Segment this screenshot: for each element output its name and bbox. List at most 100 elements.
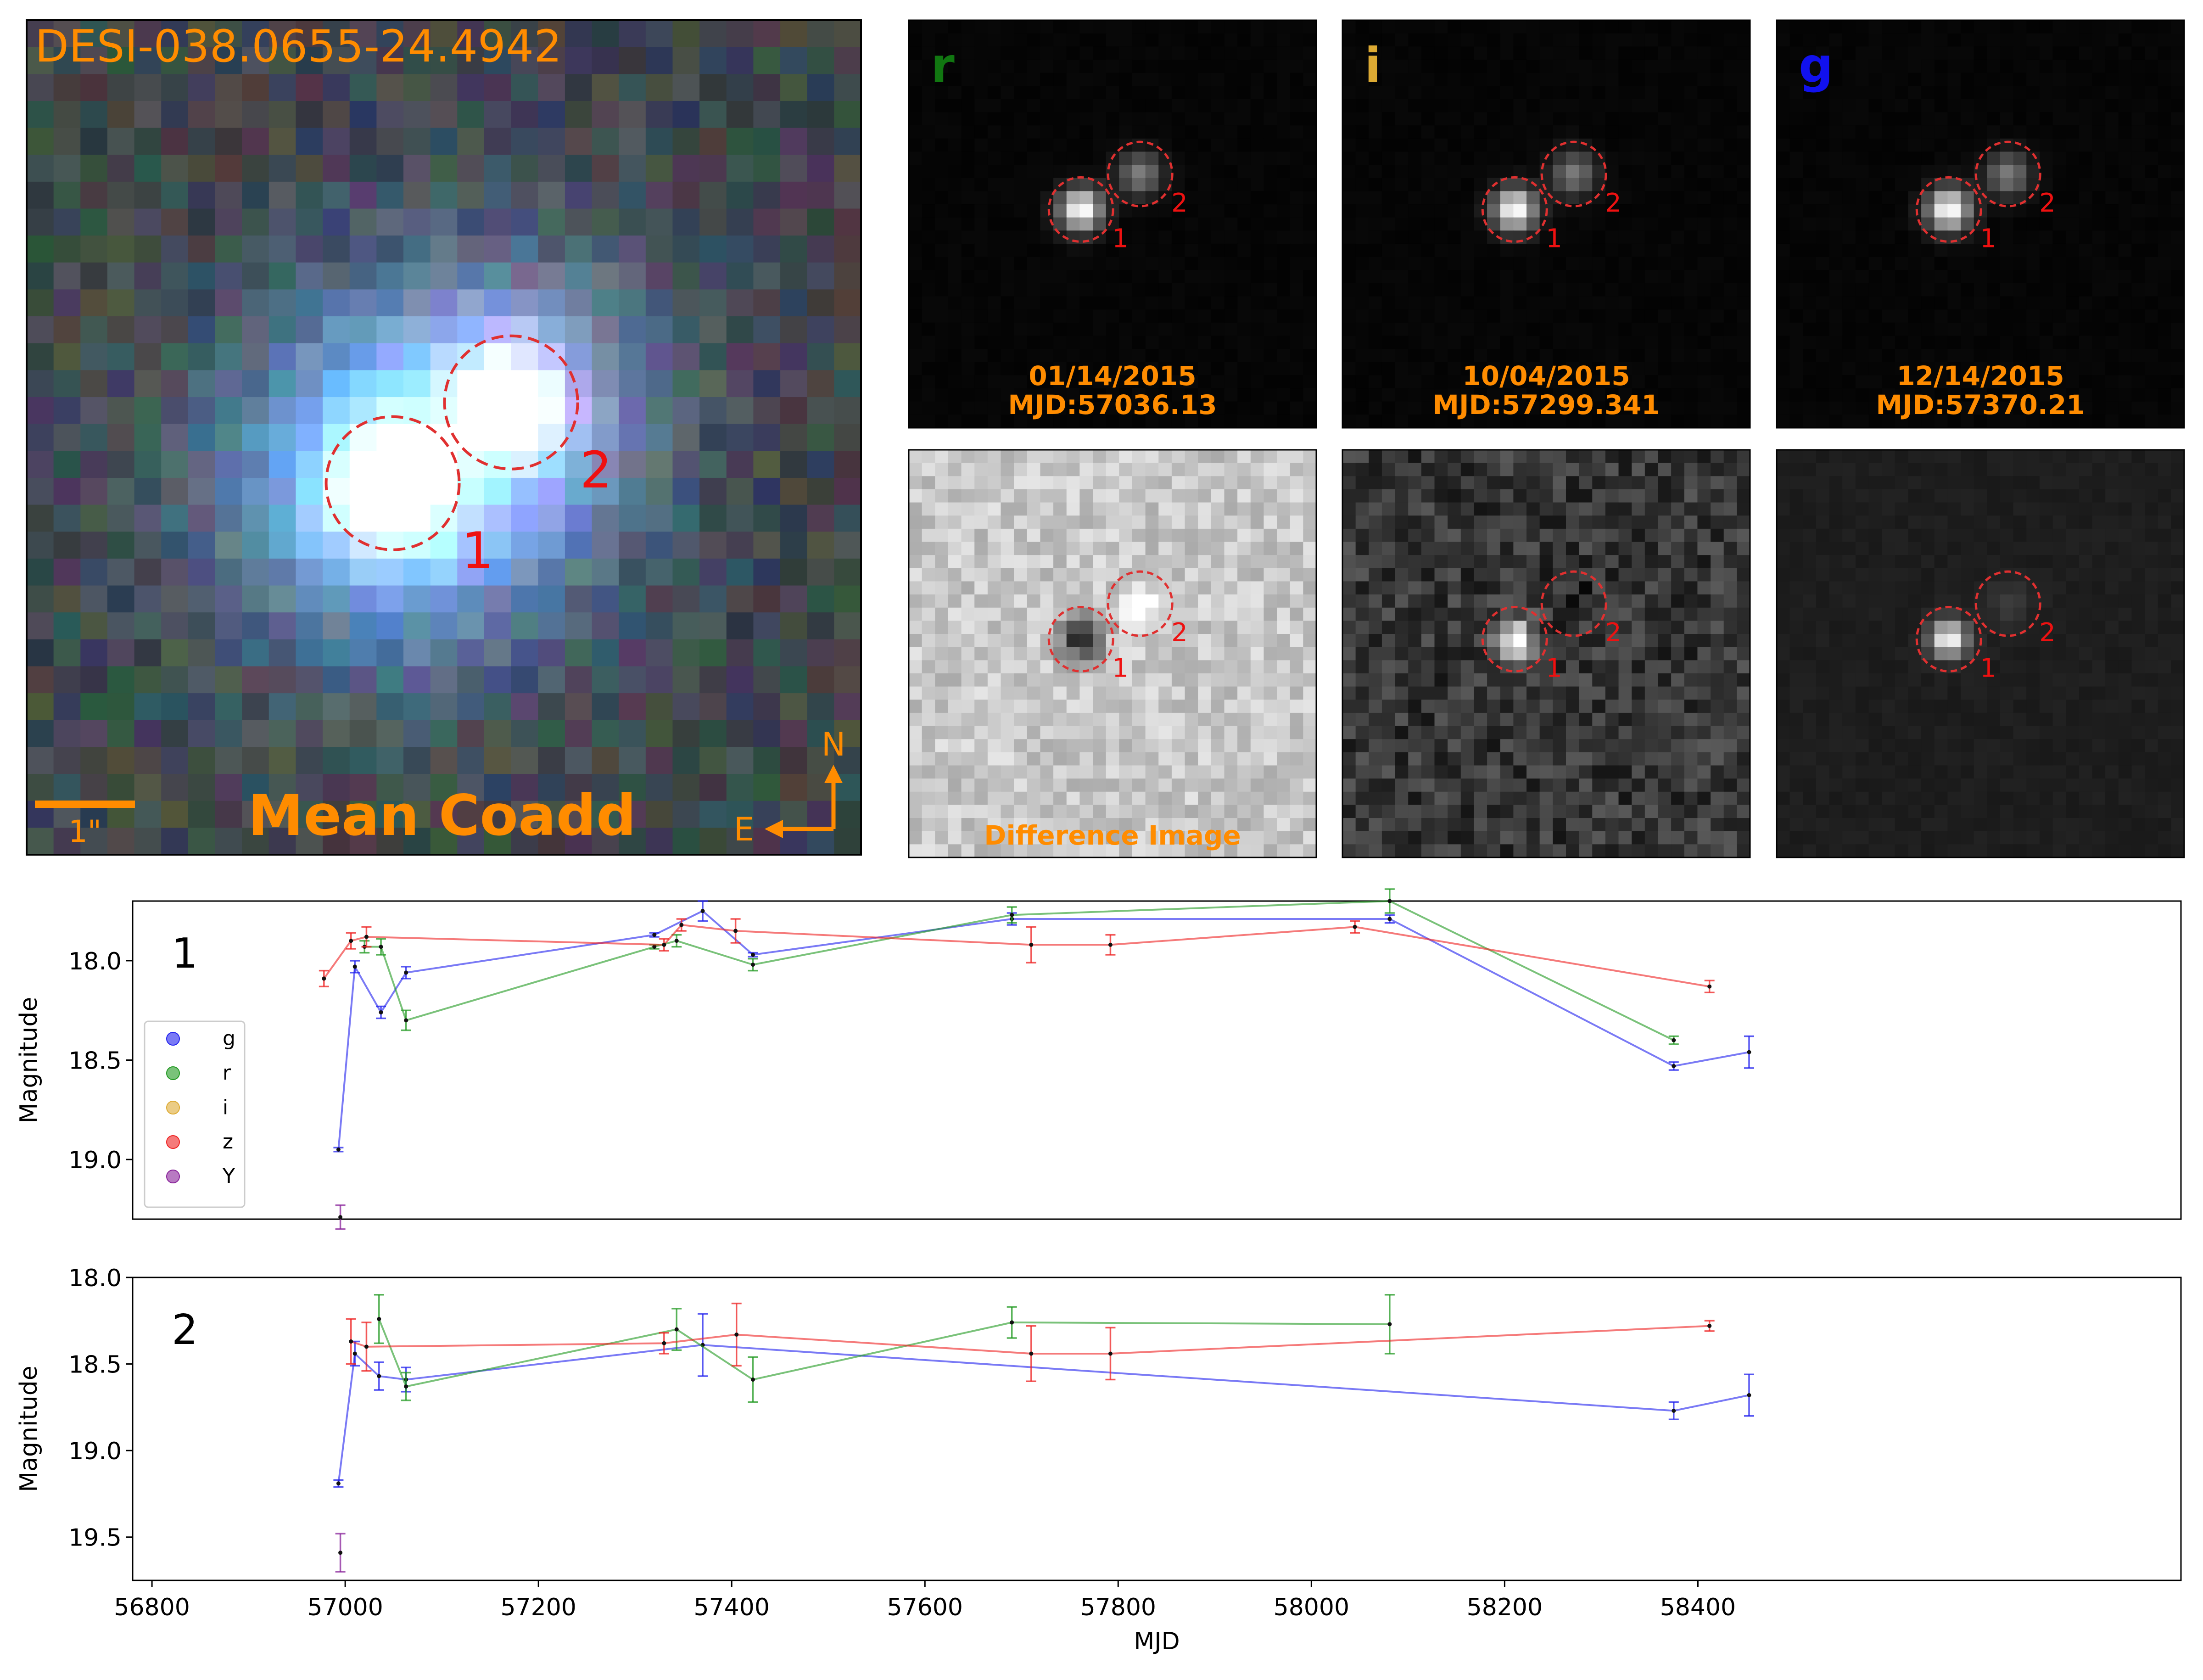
cutout-pixel <box>1632 336 1645 349</box>
cutout-pixel <box>1067 323 1080 336</box>
cutout-pixel <box>1790 230 1803 244</box>
coadd-pixel <box>538 478 565 505</box>
cutout-pixel <box>1132 555 1146 568</box>
cutout-pixel <box>1224 463 1237 476</box>
cutout-pixel <box>1303 476 1316 489</box>
cutout-pixel <box>1014 204 1027 218</box>
cutout-pixel <box>2158 20 2171 34</box>
cutout-pixel <box>2145 139 2158 152</box>
coadd-pixel <box>753 478 780 505</box>
cutout-pixel <box>974 726 988 739</box>
cutout-pixel <box>1106 489 1119 503</box>
cutout-pixel <box>1895 60 1908 73</box>
cutout-pixel <box>1158 165 1172 178</box>
cutout-pixel <box>1277 46 1290 60</box>
cutout-pixel <box>974 608 988 621</box>
cutout-pixel <box>1001 336 1014 349</box>
cutout-pixel <box>1408 178 1421 191</box>
cutout-pixel <box>2092 309 2105 323</box>
cutout-pixel <box>1198 765 1211 778</box>
cutout-pixel <box>1632 34 1645 47</box>
cutout-pixel <box>1961 139 1974 152</box>
cutout-pixel <box>1671 46 1684 60</box>
cutout-pixel <box>1251 489 1264 503</box>
cutout-pixel <box>1079 257 1093 270</box>
cutout-pixel <box>2026 270 2040 283</box>
cutout-pixel <box>1395 402 1409 415</box>
cutout-pixel <box>1619 476 1632 489</box>
cutout-pixel <box>1251 323 1264 336</box>
coadd-pixel <box>807 639 834 666</box>
cutout-pixel <box>1448 297 1461 310</box>
coadd-pixel <box>161 532 188 559</box>
cutout-pixel <box>2092 125 2105 139</box>
coadd-pixel <box>834 209 861 236</box>
cutout-pixel <box>2040 20 2053 34</box>
cutout-pixel <box>1211 660 1225 673</box>
cutout-pixel <box>1724 297 1737 310</box>
cutout-pixel <box>1303 608 1316 621</box>
coadd-pixel <box>80 693 107 720</box>
cutout-pixel <box>2145 297 2158 310</box>
cutout-pixel <box>1579 112 1593 126</box>
coadd-pixel <box>619 101 646 128</box>
cutout-pixel <box>2158 402 2171 415</box>
cutout-pixel <box>1198 362 1211 375</box>
coadd-pixel <box>188 182 215 209</box>
cutout-pixel <box>1027 647 1040 661</box>
cutout-pixel <box>2119 34 2132 47</box>
cutout-pixel <box>935 844 948 857</box>
cutout-pixel <box>1251 218 1264 231</box>
cutout-pixel <box>1027 283 1040 297</box>
cutout-pixel <box>1684 375 1698 388</box>
cutout-pixel <box>2145 244 2158 257</box>
cutout-pixel <box>1237 700 1251 713</box>
cutout-pixel <box>1290 60 1303 73</box>
cutout-pixel <box>1264 46 1277 60</box>
cutout-pixel <box>1237 765 1251 778</box>
cutout-pixel <box>1303 700 1316 713</box>
cutout-pixel <box>935 20 948 34</box>
cutout-pixel <box>2026 46 2040 60</box>
cutout-pixel <box>1146 309 1159 323</box>
cutout-pixel <box>1067 309 1080 323</box>
cutout-pixel <box>1342 34 1356 47</box>
cutout-pixel <box>948 336 962 349</box>
cutout-pixel <box>2171 20 2184 34</box>
cutout-pixel <box>1632 349 1645 362</box>
cutout-pixel <box>1645 178 1658 191</box>
coadd-pixel <box>646 128 673 155</box>
cutout-pixel <box>1882 60 1895 73</box>
cutout-pixel <box>1264 151 1277 165</box>
cutout-pixel <box>1540 463 1553 476</box>
cutout-date: 12/14/2015 <box>1896 360 2064 392</box>
cutout-pixel <box>1908 323 1921 336</box>
cutout-pixel <box>1526 323 1540 336</box>
cutout-pixel <box>922 673 935 687</box>
cutout-pixel <box>1487 489 1500 503</box>
cutout-pixel <box>2066 297 2079 310</box>
cutout-pixel <box>948 647 962 661</box>
cutout-pixel <box>1487 86 1500 99</box>
cutout-pixel <box>1816 414 1829 428</box>
cutout-pixel <box>1290 450 1303 463</box>
cutout-pixel <box>1829 204 1843 218</box>
cutout-pixel <box>1198 336 1211 349</box>
cutout-pixel <box>1869 230 1882 244</box>
cutout-pixel <box>1119 739 1132 752</box>
cutout-pixel <box>909 542 922 555</box>
cutout-pixel <box>1645 218 1658 231</box>
cutout-pixel <box>935 594 948 608</box>
cutout-pixel <box>948 283 962 297</box>
cutout-pixel <box>1185 515 1198 529</box>
cutout-pixel <box>1211 218 1225 231</box>
cutout-pixel <box>1040 73 1053 86</box>
cutout-pixel <box>1579 476 1593 489</box>
cutout-pixel <box>1711 20 1724 34</box>
cutout-pixel <box>1632 323 1645 336</box>
cutout-pixel <box>1632 191 1645 204</box>
cutout-pixel <box>1119 297 1132 310</box>
cutout-pixel <box>1106 86 1119 99</box>
cutout-pixel <box>1198 476 1211 489</box>
cutout-pixel <box>1777 297 1790 310</box>
